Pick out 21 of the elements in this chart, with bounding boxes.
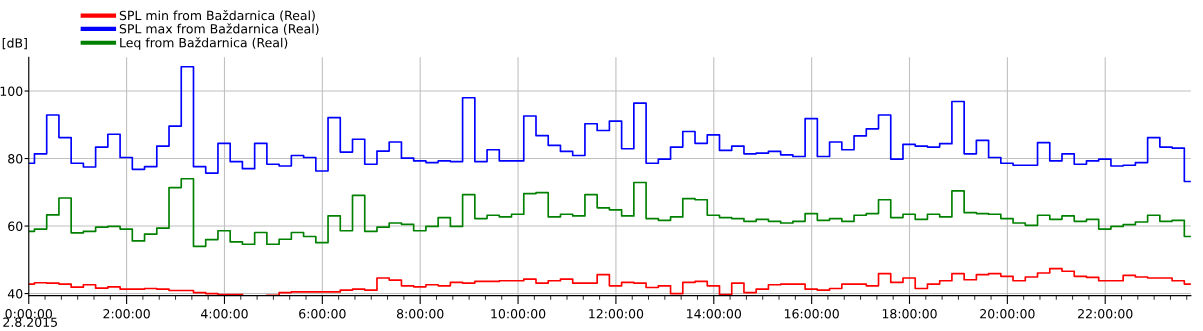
y-tick-label: 100: [0, 86, 23, 96]
text: 2.8.2015: [3, 317, 57, 327]
y-axis-title: [dB]: [2, 38, 27, 50]
x-tick-label: 4:00:00: [200, 309, 248, 319]
x-tick-label: 2:00:00: [103, 309, 150, 319]
x-tick-label: 18:00:00: [882, 309, 937, 319]
x-tick-label: 6:00:00: [299, 309, 346, 319]
x-tick-label: 10:00:00: [491, 309, 546, 319]
x-tick-label: 16:00:00: [784, 309, 839, 319]
x-tick-label: 14:00:00: [687, 309, 742, 319]
x-tick-label: 0:00:00: [5, 309, 53, 319]
x-tick-label: 8:00:00: [396, 309, 444, 319]
legend-label: SPL max from Baždarnica (Real): [119, 23, 319, 35]
y-tick-label: 60: [8, 221, 23, 231]
x-tick-label: 20:00:00: [980, 309, 1035, 319]
x-tick-label: 22:00:00: [1078, 309, 1133, 319]
y-tick-label: 80: [8, 154, 23, 164]
y-tick-label: 40: [7, 289, 23, 299]
legend-label: SPL min from Baždarnica (Real): [119, 9, 315, 22]
x-tick-label: 12:00:00: [589, 309, 644, 319]
legend-label: Leq from Baždarnica (Real): [120, 37, 288, 50]
